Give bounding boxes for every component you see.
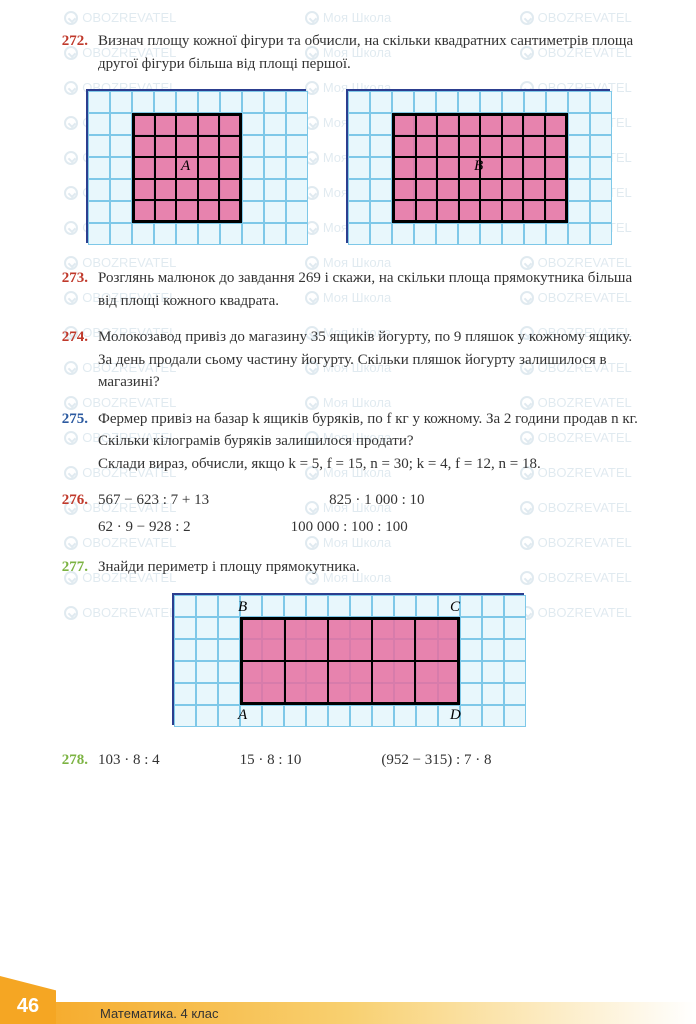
problem-body: 103 · 8 : 4 15 · 8 : 10 (952 − 315) : 7 … (98, 749, 646, 776)
figure-277: B C A D (50, 593, 646, 725)
problem-body: Фермер привіз на базар k ящиків буряків,… (98, 408, 646, 476)
grid-c: B C A D (172, 593, 524, 725)
problem-276: 276. 567 − 623 : 7 + 13 825 · 1 000 : 10… (50, 489, 646, 542)
problem-text: Розглянь малюнок до завдання 269 і скажи… (98, 267, 646, 312)
math-row: 62 · 9 − 928 : 2 100 000 : 100 : 100 (98, 516, 646, 539)
expr: 100 000 : 100 : 100 (291, 516, 408, 539)
problem-275: 275. Фермер привіз на базар k ящиків бур… (50, 408, 646, 476)
expr: 62 · 9 − 928 : 2 (98, 516, 191, 539)
grid-a: A (86, 89, 306, 243)
problem-number: 278. (50, 749, 98, 776)
expr: 825 · 1 000 : 10 (329, 489, 424, 512)
problem-number: 277. (50, 556, 98, 579)
expr: 103 · 8 : 4 (98, 749, 160, 772)
rectangle-abcd (240, 617, 460, 705)
page-footer: 46 Математика. 4 клас (0, 976, 696, 1024)
footer-text: Математика. 4 клас (100, 1006, 218, 1021)
problem-number: 273. (50, 267, 98, 312)
problem-278: 278. 103 · 8 : 4 15 · 8 : 10 (952 − 315)… (50, 749, 646, 776)
problem-number: 276. (50, 489, 98, 542)
problem-277: 277. Знайди периметр і площу прямокутник… (50, 556, 646, 579)
problem-text-2: Склади вираз, обчисли, якщо k = 5, f = 1… (98, 453, 646, 476)
problem-273: 273. Розглянь малюнок до завдання 269 і … (50, 267, 646, 312)
page-number: 46 (0, 976, 56, 1024)
problem-text-1: Фермер привіз на базар k ящиків буряків,… (98, 408, 646, 453)
label-c: C (450, 599, 460, 616)
expr: 15 · 8 : 10 (240, 749, 302, 772)
math-row: 567 − 623 : 7 + 13 825 · 1 000 : 10 (98, 489, 646, 512)
problem-body: 567 − 623 : 7 + 13 825 · 1 000 : 10 62 ·… (98, 489, 646, 542)
problem-272: 272. Визнач площу кожної фігури та обчис… (50, 30, 646, 75)
problem-number: 272. (50, 30, 98, 75)
problem-text: Молокозавод привіз до магазину 35 ящиків… (98, 326, 646, 394)
problem-text: Знайди периметр і площу прямокутника. (98, 556, 646, 579)
label-a: A (238, 707, 247, 724)
figure-272: A B (50, 89, 646, 243)
label-a: A (181, 158, 190, 175)
math-row: 103 · 8 : 4 15 · 8 : 10 (952 − 315) : 7 … (98, 749, 646, 772)
label-b: B (474, 158, 483, 175)
expr: 567 − 623 : 7 + 13 (98, 489, 209, 512)
label-d: D (450, 707, 461, 724)
problem-text: Визнач площу кожної фігури та обчисли, н… (98, 30, 646, 75)
expr: (952 − 315) : 7 · 8 (381, 749, 491, 772)
problem-274: 274. Молокозавод привіз до магазину 35 я… (50, 326, 646, 394)
grid-b: B (346, 89, 610, 243)
label-b: B (238, 599, 247, 616)
problem-number: 275. (50, 408, 98, 476)
problem-number: 274. (50, 326, 98, 394)
page-content: 272. Визнач площу кожної фігури та обчис… (0, 0, 696, 775)
